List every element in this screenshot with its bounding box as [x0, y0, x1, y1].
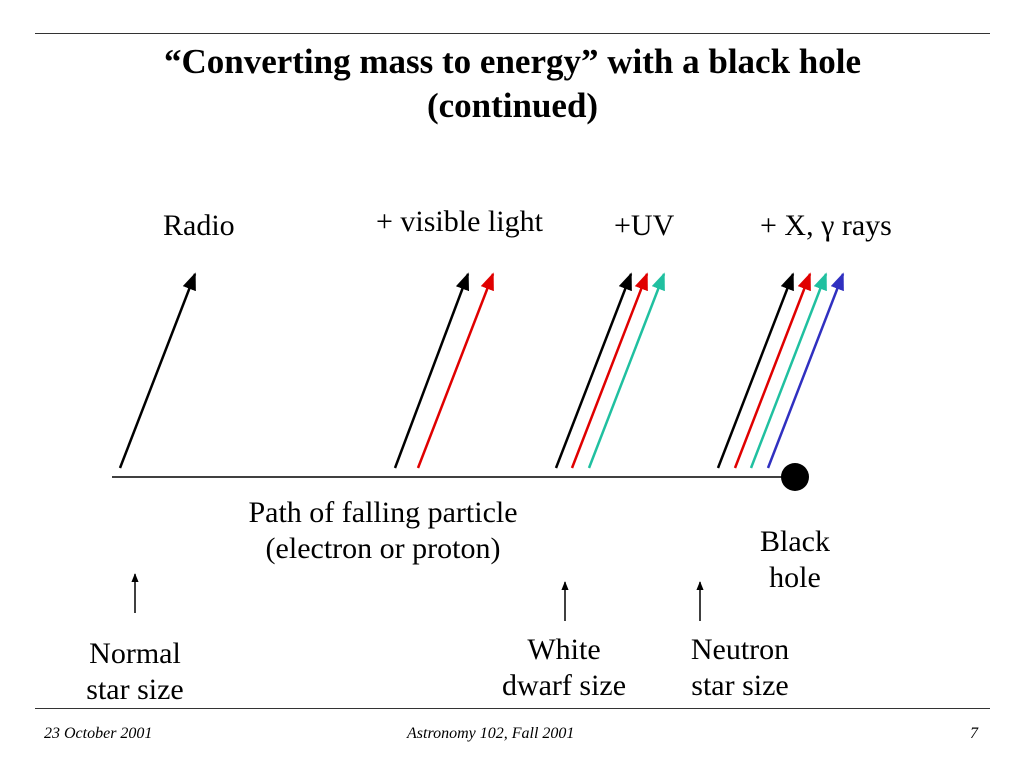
- visible-light-arrow: [416, 272, 495, 469]
- footer-course: Astronomy 102, Fall 2001: [407, 725, 575, 742]
- neutron-star-size-line-2: star size: [691, 669, 789, 702]
- x-gamma-rays-label: + X, γ rays: [760, 209, 892, 242]
- black-hole-caption-line-1: Black: [760, 525, 830, 558]
- bottom-rule: [35, 708, 990, 709]
- neutron-star-size-label: Neutron star size: [665, 632, 815, 704]
- normal-star-size-line-1: Normal: [89, 637, 181, 670]
- black-hole-dot: [781, 463, 809, 491]
- radio-arrow-visible-group: [393, 272, 470, 469]
- particle-path-caption-line-2: (electron or proton): [265, 532, 501, 565]
- normal-star-size-line-2: star size: [86, 673, 184, 706]
- radio-arrow: [118, 272, 197, 469]
- footer-date: 23 October 2001: [44, 725, 153, 742]
- footer-page-number: 7: [970, 725, 978, 742]
- particle-path-caption: Path of falling particle (electron or pr…: [200, 495, 566, 567]
- visible-arrow-uv-group: [570, 272, 649, 469]
- uv-label: +UV: [614, 209, 675, 242]
- visible-arrow-xray-group: [733, 272, 812, 469]
- top-rule: [35, 33, 990, 34]
- neutron-star-size-line-1: Neutron: [690, 633, 790, 666]
- white-dwarf-size-line-1: White: [527, 633, 601, 666]
- title-line-1: “Converting mass to energy” with a black…: [163, 42, 862, 81]
- white-dwarf-size-line-2: dwarf size: [501, 669, 627, 702]
- visible-light-label: + visible light: [376, 205, 543, 238]
- particle-path-caption-line-1: Path of falling particle: [248, 496, 518, 529]
- radio-arrow-xray-group: [716, 272, 795, 469]
- normal-star-size-label: Normal star size: [60, 636, 210, 708]
- x-gamma-arrow: [766, 272, 845, 469]
- radio-arrow-uv-group: [554, 272, 633, 469]
- uv-arrow-xray-group: [749, 272, 828, 469]
- white-dwarf-size-label: White dwarf size: [468, 632, 660, 704]
- uv-arrow: [587, 272, 666, 469]
- slide-title: “Converting mass to energy” with a black…: [40, 40, 985, 128]
- black-hole-caption-line-2: hole: [769, 561, 821, 594]
- radio-label: Radio: [163, 209, 235, 242]
- title-line-2: (continued): [426, 86, 599, 125]
- black-hole-caption: Black hole: [740, 524, 850, 596]
